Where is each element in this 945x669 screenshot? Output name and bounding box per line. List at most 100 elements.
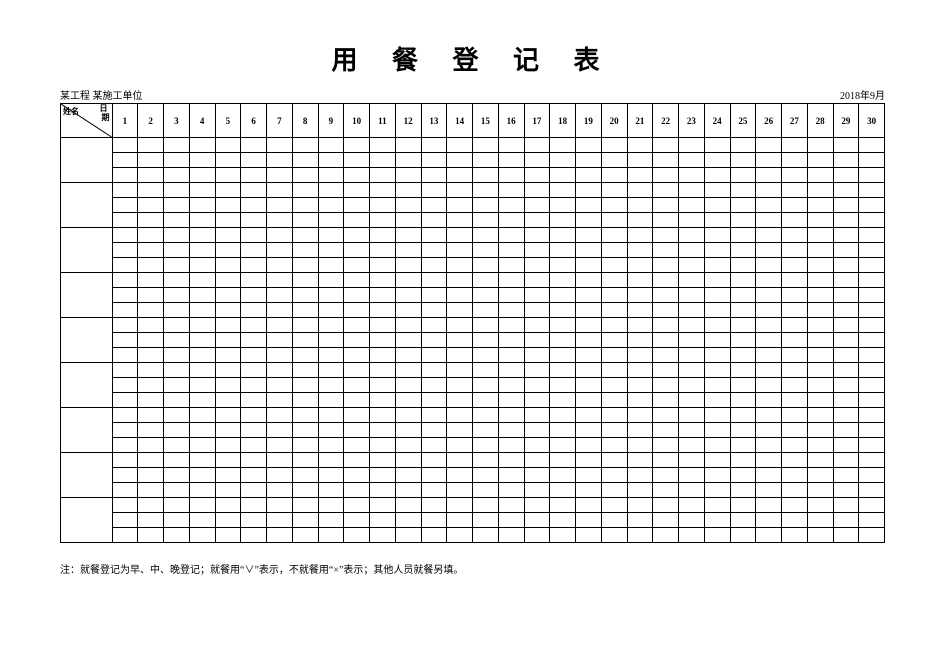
meal-cell: [807, 438, 833, 453]
meal-cell: [653, 138, 679, 153]
meal-cell: [395, 138, 421, 153]
meal-cell: [292, 468, 318, 483]
meal-cell: [241, 423, 267, 438]
meal-cell: [782, 468, 808, 483]
meal-cell: [370, 468, 396, 483]
meal-cell: [730, 303, 756, 318]
meal-cell: [679, 423, 705, 438]
day-header: 9: [318, 104, 344, 138]
meal-cell: [730, 528, 756, 543]
meal-cell: [730, 423, 756, 438]
meal-cell: [730, 243, 756, 258]
meal-cell: [318, 483, 344, 498]
meal-cell: [318, 303, 344, 318]
meal-cell: [112, 453, 138, 468]
meal-cell: [189, 468, 215, 483]
meal-cell: [164, 168, 190, 183]
meal-cell: [267, 498, 293, 513]
meal-cell: [292, 513, 318, 528]
meal-cell: [704, 138, 730, 153]
meal-cell: [344, 198, 370, 213]
meal-cell: [601, 168, 627, 183]
meal-cell: [370, 363, 396, 378]
meal-cell: [601, 288, 627, 303]
meal-register-table: 姓名 日 期 123456789101112131415161718192021…: [60, 103, 885, 543]
meal-cell: [164, 288, 190, 303]
meal-cell: [473, 273, 499, 288]
meal-cell: [601, 153, 627, 168]
day-header: 10: [344, 104, 370, 138]
meal-cell: [679, 333, 705, 348]
meal-cell: [576, 348, 602, 363]
meal-cell: [627, 333, 653, 348]
meal-cell: [344, 408, 370, 423]
meal-cell: [447, 258, 473, 273]
meal-cell: [601, 273, 627, 288]
meal-cell: [782, 318, 808, 333]
meal-cell: [576, 378, 602, 393]
meal-cell: [730, 153, 756, 168]
meal-cell: [344, 243, 370, 258]
meal-cell: [756, 438, 782, 453]
meal-cell: [267, 168, 293, 183]
meal-cell: [550, 423, 576, 438]
table-row: [61, 273, 885, 288]
meal-cell: [318, 273, 344, 288]
meal-cell: [473, 423, 499, 438]
table-row: [61, 168, 885, 183]
meal-cell: [318, 153, 344, 168]
meal-cell: [807, 213, 833, 228]
meal-cell: [292, 138, 318, 153]
meal-cell: [395, 498, 421, 513]
meal-cell: [627, 453, 653, 468]
meal-cell: [782, 393, 808, 408]
meal-cell: [524, 183, 550, 198]
meal-cell: [756, 333, 782, 348]
meal-cell: [756, 153, 782, 168]
meal-cell: [807, 288, 833, 303]
meal-cell: [782, 243, 808, 258]
meal-cell: [576, 468, 602, 483]
meal-cell: [756, 363, 782, 378]
meal-cell: [756, 483, 782, 498]
meal-cell: [782, 258, 808, 273]
meal-cell: [241, 363, 267, 378]
meal-cell: [576, 168, 602, 183]
day-header: 25: [730, 104, 756, 138]
meal-cell: [524, 318, 550, 333]
meal-cell: [782, 528, 808, 543]
meal-cell: [267, 183, 293, 198]
meal-cell: [189, 153, 215, 168]
meal-cell: [704, 198, 730, 213]
meal-cell: [704, 243, 730, 258]
meal-cell: [370, 288, 396, 303]
meal-cell: [447, 423, 473, 438]
meal-cell: [756, 513, 782, 528]
meal-cell: [421, 483, 447, 498]
meal-cell: [498, 348, 524, 363]
meal-cell: [344, 213, 370, 228]
meal-cell: [241, 198, 267, 213]
meal-cell: [241, 453, 267, 468]
meal-cell: [833, 258, 859, 273]
meal-cell: [550, 198, 576, 213]
meal-cell: [807, 228, 833, 243]
meal-cell: [679, 288, 705, 303]
meal-cell: [576, 153, 602, 168]
meal-cell: [292, 438, 318, 453]
meal-cell: [653, 198, 679, 213]
meal-cell: [653, 438, 679, 453]
meal-cell: [807, 528, 833, 543]
meal-cell: [292, 243, 318, 258]
meal-cell: [833, 453, 859, 468]
meal-cell: [292, 153, 318, 168]
meal-cell: [473, 453, 499, 468]
meal-cell: [189, 528, 215, 543]
meal-cell: [627, 438, 653, 453]
meal-cell: [344, 513, 370, 528]
meal-cell: [344, 528, 370, 543]
table-row: [61, 183, 885, 198]
meal-cell: [395, 318, 421, 333]
meal-cell: [292, 318, 318, 333]
meal-cell: [524, 168, 550, 183]
